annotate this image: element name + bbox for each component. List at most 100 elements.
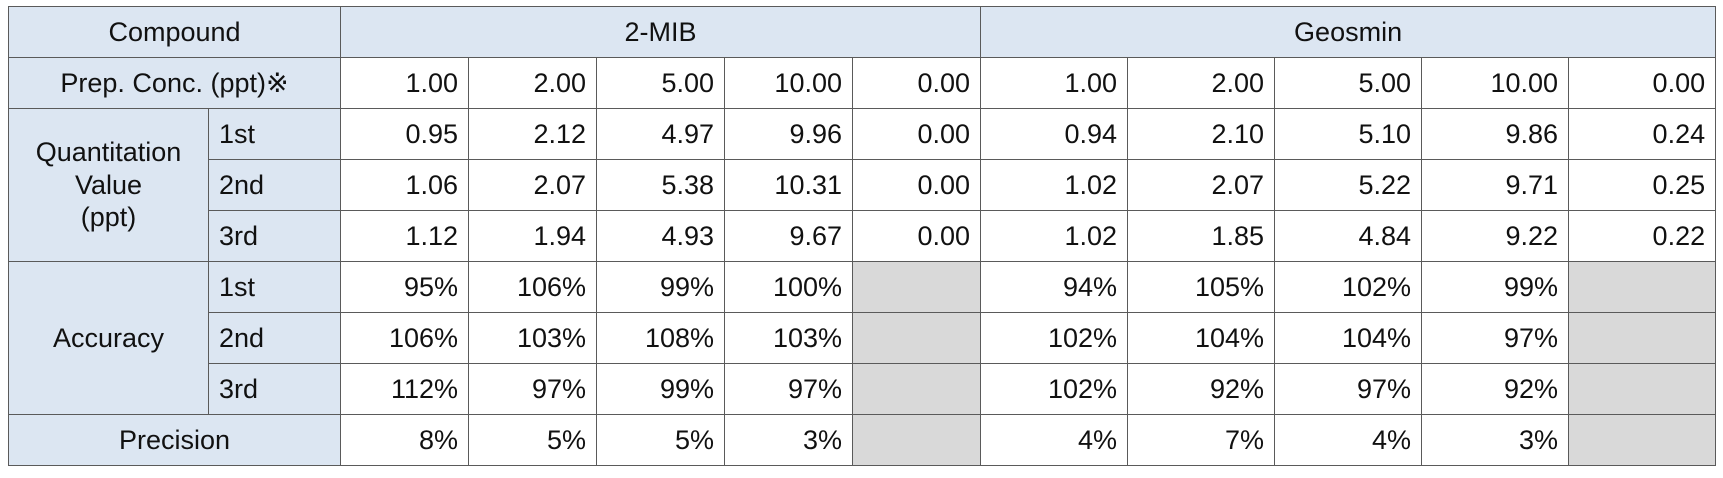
section-header: Quantitation Value (ppt) xyxy=(8,108,209,262)
value-cell: 7% xyxy=(1127,414,1276,466)
value-cell: 8% xyxy=(340,414,469,466)
value-cell: 105% xyxy=(1127,261,1276,313)
value-cell: 3% xyxy=(724,414,853,466)
empty-cell xyxy=(1568,261,1717,313)
results-table: Compound 2-MIB Geosmin Prep. Conc. (ppt)※ 1.… xyxy=(8,6,1717,466)
value-cell: 2.07 xyxy=(468,159,597,211)
value-cell: 4.93 xyxy=(596,210,725,262)
section-header: Accuracy xyxy=(8,261,209,415)
value-cell: 97% xyxy=(724,363,853,415)
value-cell: 0.95 xyxy=(340,108,469,160)
empty-cell xyxy=(851,363,982,415)
table-row: Quantitation Value (ppt) 1st 0.95 2.12 4.97 9… xyxy=(8,108,1717,262)
value-cell: 106% xyxy=(468,261,597,313)
value-cell: 1.02 xyxy=(980,210,1129,262)
sub-header: 1st xyxy=(208,108,341,160)
value-cell: 1.94 xyxy=(468,210,597,262)
value-cell: 1.00 xyxy=(340,57,469,109)
row-header: Prep. Conc. (ppt)※ xyxy=(8,57,341,109)
value-cell: 0.24 xyxy=(1568,108,1717,160)
value-cell: 112% xyxy=(340,363,469,415)
value-cell: 9.67 xyxy=(724,210,853,262)
value-cell: 1.00 xyxy=(980,57,1129,109)
value-cell: 103% xyxy=(468,312,597,364)
value-cell: 4.84 xyxy=(1274,210,1423,262)
value-cell: 10.00 xyxy=(724,57,853,109)
empty-cell xyxy=(1568,414,1717,466)
value-cell: 0.94 xyxy=(980,108,1129,160)
value-cell: 1.02 xyxy=(980,159,1129,211)
value-cell: 0.22 xyxy=(1568,210,1717,262)
sub-header: 2nd xyxy=(208,312,341,364)
value-cell: 2.07 xyxy=(1127,159,1276,211)
sub-header: 3rd xyxy=(208,363,341,415)
value-cell: 2.10 xyxy=(1127,108,1276,160)
value-cell: 2.00 xyxy=(1127,57,1276,109)
table-row: 2nd 106% 103% 108% 103% 102% 104% 104% 97% xyxy=(9,312,1717,364)
empty-cell xyxy=(851,261,982,313)
value-cell: 10.00 xyxy=(1421,57,1570,109)
value-cell: 103% xyxy=(724,312,853,364)
value-cell: 95% xyxy=(340,261,469,313)
value-cell: 5.10 xyxy=(1274,108,1423,160)
value-cell: 2.00 xyxy=(468,57,597,109)
table-row: Prep. Conc. (ppt)※ 1.00 2.00 5.00 10.00 0.00 1… xyxy=(8,57,1717,109)
value-cell: 102% xyxy=(980,312,1129,364)
table-row: 3rd 112% 97% 99% 97% 102% 92% 97% 92% xyxy=(9,363,1717,415)
value-cell: 92% xyxy=(1127,363,1276,415)
value-cell: 5.00 xyxy=(1274,57,1423,109)
value-cell: 104% xyxy=(1274,312,1423,364)
table-row: 3rd 1.12 1.94 4.93 9.67 0.00 1.02 1.85 4.84 9.22 0… xyxy=(9,210,1717,262)
empty-cell xyxy=(1568,312,1717,364)
value-cell: 9.96 xyxy=(724,108,853,160)
value-cell: 5.22 xyxy=(1274,159,1423,211)
value-cell: 1.12 xyxy=(340,210,469,262)
value-cell: 2.12 xyxy=(468,108,597,160)
value-cell: 99% xyxy=(596,261,725,313)
table-row: Compound 2-MIB Geosmin xyxy=(8,6,1717,58)
table-row: Accuracy 1st 95% 106% 99% 100% 94% 105% 102% 99% xyxy=(8,261,1717,415)
value-cell: 92% xyxy=(1421,363,1570,415)
row-header: Precision xyxy=(8,414,341,466)
value-cell: 0.00 xyxy=(1568,57,1717,109)
sub-header: 3rd xyxy=(208,210,341,262)
value-cell: 0.00 xyxy=(851,159,982,211)
value-cell: 97% xyxy=(1421,312,1570,364)
group-header: Geosmin xyxy=(980,6,1717,58)
value-cell: 9.86 xyxy=(1421,108,1570,160)
empty-cell xyxy=(1568,363,1717,415)
value-cell: 108% xyxy=(596,312,725,364)
value-cell: 9.22 xyxy=(1421,210,1570,262)
value-cell: 4% xyxy=(1274,414,1423,466)
value-cell: 5.00 xyxy=(596,57,725,109)
value-cell: 4% xyxy=(980,414,1129,466)
value-cell: 10.31 xyxy=(724,159,853,211)
sub-header: 1st xyxy=(208,261,341,313)
value-cell: 5% xyxy=(468,414,597,466)
value-cell: 97% xyxy=(1274,363,1423,415)
value-cell: 0.00 xyxy=(851,108,982,160)
table-body: Compound 2-MIB Geosmin Prep. Conc. (ppt)※ 1.… xyxy=(8,6,1717,466)
header-cell: Compound xyxy=(8,6,341,58)
table-row: Precision 8% 5% 5% 3% 4% 7% 4% 3% xyxy=(8,414,1717,466)
value-cell: 94% xyxy=(980,261,1129,313)
value-cell: 1.06 xyxy=(340,159,469,211)
value-cell: 9.71 xyxy=(1421,159,1570,211)
value-cell: 102% xyxy=(1274,261,1423,313)
value-cell: 5% xyxy=(596,414,725,466)
empty-cell xyxy=(851,414,982,466)
table-row: 2nd 1.06 2.07 5.38 10.31 0.00 1.02 2.07 5.22 9.71… xyxy=(9,159,1717,211)
value-cell: 99% xyxy=(1421,261,1570,313)
empty-cell xyxy=(851,312,982,364)
value-cell: 4.97 xyxy=(596,108,725,160)
sub-header: 2nd xyxy=(208,159,341,211)
value-cell: 102% xyxy=(980,363,1129,415)
value-cell: 100% xyxy=(724,261,853,313)
value-cell: 1.85 xyxy=(1127,210,1276,262)
value-cell: 3% xyxy=(1421,414,1570,466)
value-cell: 0.25 xyxy=(1568,159,1717,211)
value-cell: 99% xyxy=(596,363,725,415)
value-cell: 0.00 xyxy=(851,57,982,109)
value-cell: 97% xyxy=(468,363,597,415)
value-cell: 104% xyxy=(1127,312,1276,364)
